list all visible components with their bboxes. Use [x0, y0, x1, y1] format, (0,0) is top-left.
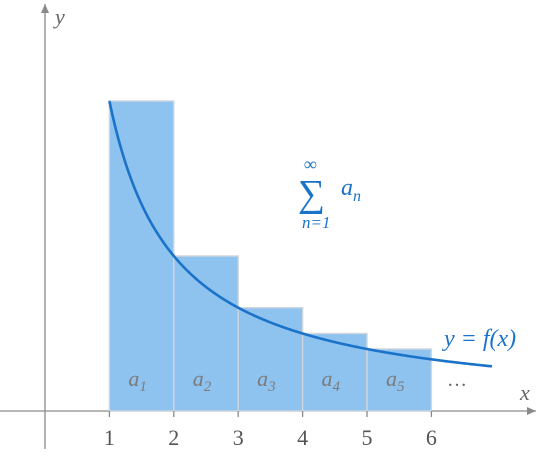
- sum-lower-limit: n=1: [302, 213, 330, 232]
- x-axis-label: x: [519, 380, 530, 405]
- rectangle-label-4: a4: [322, 366, 341, 395]
- rectangles: [108, 100, 433, 412]
- rectangle-label-5: a5: [386, 366, 405, 395]
- function-curve: [108, 100, 493, 368]
- x-tick-label-3: 3: [233, 425, 244, 450]
- x-tick-label-2: 2: [168, 425, 179, 450]
- x-tick-label-6: 6: [426, 425, 437, 450]
- curve-label: y = f(x): [442, 326, 516, 352]
- rectangle-label-2: a2: [193, 366, 212, 395]
- x-tick-label-1: 1: [104, 425, 115, 450]
- y-axis-label: y: [53, 4, 65, 29]
- y-axis-arrowhead: [41, 4, 49, 13]
- sum-symbol: ∑: [298, 173, 325, 215]
- x-axis-arrowhead: [527, 407, 536, 415]
- x-tick-label-5: 5: [362, 425, 373, 450]
- rectangle-4: [301, 332, 368, 412]
- rectangle-5: [366, 348, 433, 412]
- x-ticks: 1 2 3 4 5 6: [104, 411, 437, 450]
- sum-term: an: [341, 175, 361, 205]
- rectangle-2: [173, 255, 239, 412]
- sum-label: ∞ ∑ n=1 an: [298, 154, 361, 232]
- sum-upper-limit: ∞: [304, 154, 317, 174]
- rectangle-label-3: a3: [257, 366, 276, 395]
- rectangle-3: [237, 306, 304, 412]
- ellipsis: …: [447, 369, 467, 391]
- x-tick-label-4: 4: [297, 425, 308, 450]
- rectangle-label-1: a1: [128, 366, 147, 395]
- rectangle-1: [108, 100, 175, 412]
- rectangle-labels: a1 a2 a3 a4 a5: [128, 366, 405, 395]
